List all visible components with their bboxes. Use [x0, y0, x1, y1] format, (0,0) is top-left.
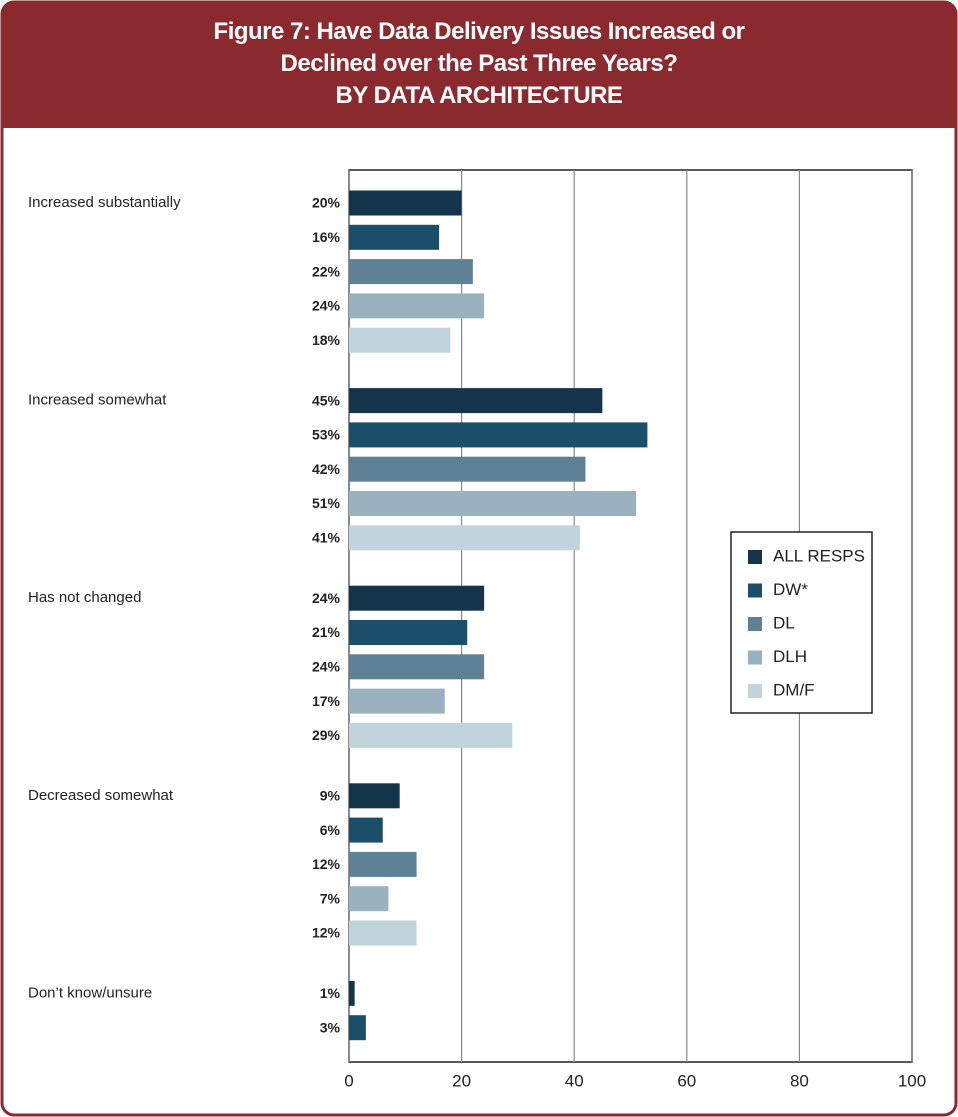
value-label: 45%	[312, 392, 341, 408]
value-label: 9%	[320, 788, 341, 804]
value-label: 7%	[320, 890, 341, 906]
category-label: Increased somewhat	[28, 392, 167, 409]
value-label: 3%	[320, 1019, 341, 1035]
value-label: 6%	[320, 822, 341, 838]
bar	[349, 620, 468, 645]
chart-title: Figure 7: Have Data Delivery Issues Incr…	[213, 18, 745, 77]
value-label: 53%	[312, 427, 341, 443]
value-label: 21%	[312, 624, 341, 640]
value-label: 24%	[312, 298, 341, 314]
x-tick-label: 40	[565, 1071, 584, 1090]
bar	[349, 293, 485, 319]
value-label: 51%	[312, 495, 341, 511]
value-label: 16%	[312, 229, 341, 245]
bar	[349, 851, 417, 877]
value-label: 1%	[320, 985, 341, 1001]
legend-swatch	[748, 583, 762, 598]
x-tick-label: 100	[898, 1071, 926, 1090]
legend-label: DL	[773, 613, 795, 632]
category-label: Don’t know/unsure	[28, 984, 152, 1001]
value-label: 42%	[312, 461, 341, 477]
legend-swatch	[748, 550, 762, 564]
bar	[349, 722, 513, 748]
bar	[349, 525, 580, 551]
value-label: 17%	[312, 693, 341, 709]
value-label: 20%	[312, 195, 341, 211]
bar	[349, 456, 586, 482]
value-label: 18%	[312, 332, 341, 348]
bar	[349, 190, 462, 216]
value-label: 12%	[312, 856, 341, 872]
bar	[349, 783, 400, 809]
bar	[349, 886, 389, 912]
bar	[349, 817, 383, 843]
value-label: 12%	[312, 925, 341, 941]
legend-swatch	[748, 650, 762, 665]
x-tick-label: 20	[452, 1071, 471, 1090]
x-tick-label: 0	[344, 1071, 353, 1090]
x-tick-label: 80	[790, 1071, 809, 1090]
bar	[349, 585, 485, 611]
value-label: 22%	[312, 263, 341, 279]
legend-swatch	[748, 684, 762, 698]
chart-subtitle: BY DATA ARCHITECTURE	[335, 82, 623, 109]
value-label: 29%	[312, 727, 341, 743]
bar	[349, 224, 440, 250]
header: Figure 7: Have Data Delivery Issues Incr…	[0, 0, 958, 128]
header-band	[2, 2, 956, 128]
value-label: 24%	[312, 590, 341, 606]
bar	[349, 259, 473, 285]
bar	[349, 422, 648, 448]
bar	[349, 920, 417, 946]
value-label: 41%	[312, 530, 341, 546]
legend-label: DLH	[773, 647, 807, 666]
bar	[349, 491, 637, 516]
legend-label: DW*	[773, 580, 808, 599]
category-label: Increased substantially	[28, 194, 181, 211]
legend-label: ALL RESPS	[773, 546, 865, 565]
bar	[349, 688, 445, 714]
legend-label: DM/F	[773, 680, 815, 699]
legend-swatch	[748, 617, 762, 631]
value-label: 24%	[312, 659, 341, 675]
bar	[349, 327, 451, 353]
x-tick-label: 60	[677, 1071, 696, 1090]
bar	[349, 388, 603, 414]
bar	[349, 654, 485, 680]
category-label: Has not changed	[28, 589, 141, 606]
category-label: Decreased somewhat	[28, 787, 174, 804]
bar	[349, 980, 355, 1006]
bar	[349, 1015, 366, 1041]
